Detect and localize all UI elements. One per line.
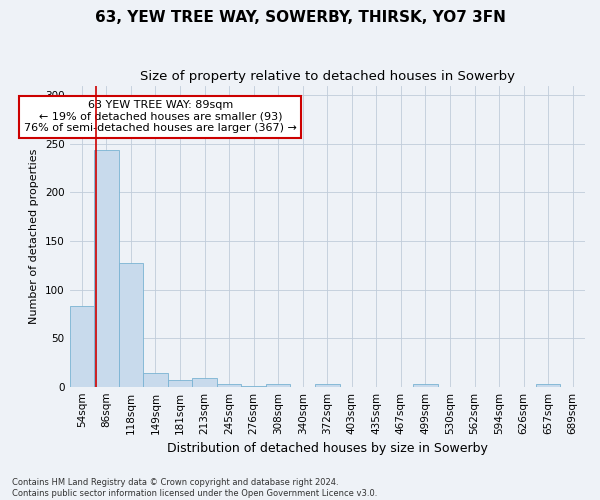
X-axis label: Distribution of detached houses by size in Sowerby: Distribution of detached houses by size … (167, 442, 488, 455)
Y-axis label: Number of detached properties: Number of detached properties (29, 148, 40, 324)
Text: 63 YEW TREE WAY: 89sqm
← 19% of detached houses are smaller (93)
76% of semi-det: 63 YEW TREE WAY: 89sqm ← 19% of detached… (24, 100, 297, 134)
Bar (217, 384, 241, 386)
Bar (94, 150, 119, 386)
Title: Size of property relative to detached houses in Sowerby: Size of property relative to detached ho… (140, 70, 515, 83)
Bar (536, 384, 560, 386)
Bar (192, 378, 217, 386)
Bar (119, 264, 143, 386)
Text: Contains HM Land Registry data © Crown copyright and database right 2024.
Contai: Contains HM Land Registry data © Crown c… (12, 478, 377, 498)
Bar (70, 306, 94, 386)
Bar (167, 380, 192, 386)
Bar (266, 384, 290, 386)
Bar (143, 373, 167, 386)
Bar (315, 384, 340, 386)
Bar (413, 384, 438, 386)
Text: 63, YEW TREE WAY, SOWERBY, THIRSK, YO7 3FN: 63, YEW TREE WAY, SOWERBY, THIRSK, YO7 3… (95, 10, 505, 25)
